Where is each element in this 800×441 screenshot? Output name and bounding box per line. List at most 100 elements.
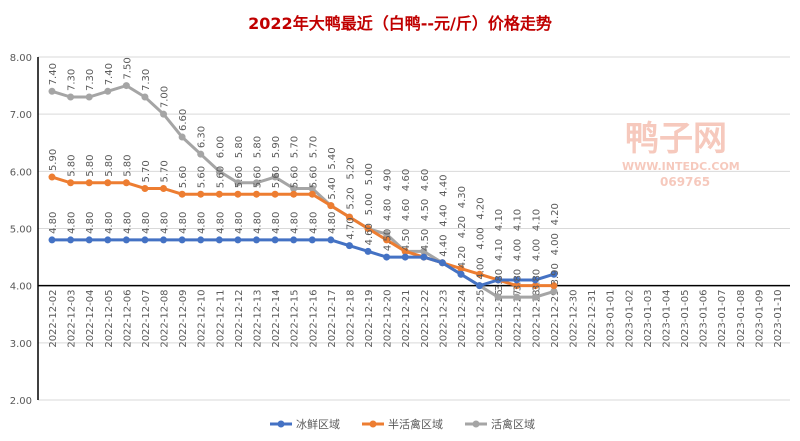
data-point <box>141 184 149 192</box>
data-label: 4.80 <box>383 199 394 221</box>
data-label: 7.30 <box>85 69 96 91</box>
data-point <box>178 190 186 198</box>
data-point <box>271 190 279 198</box>
data-label: 4.20 <box>550 203 561 225</box>
x-tick-label: 2022-12-27 <box>513 290 524 348</box>
data-label: 5.80 <box>122 155 133 177</box>
x-tick-label: 2022-12-19 <box>364 290 375 348</box>
data-point <box>401 247 409 255</box>
legend-marker <box>369 420 377 428</box>
x-tick-label: 2022-12-25 <box>476 290 487 348</box>
data-point <box>215 190 223 198</box>
x-tick-label: 2022-12-24 <box>457 290 468 348</box>
x-tick-label: 2022-12-13 <box>252 290 263 348</box>
data-point <box>234 236 242 244</box>
legend-label: 活禽区域 <box>491 417 535 431</box>
data-label: 4.80 <box>85 212 96 234</box>
data-point <box>513 282 521 290</box>
data-point <box>67 236 75 244</box>
x-tick-label: 2022-12-14 <box>271 290 282 348</box>
data-label: 5.40 <box>327 177 338 199</box>
data-label: 5.70 <box>141 160 152 182</box>
data-label: 5.80 <box>252 136 263 158</box>
chart-title: 2022年大鸭最近（白鸭--元/斤）价格走势 <box>248 14 552 33</box>
y-tick-label: 5.00 <box>10 225 32 236</box>
series-line <box>51 175 554 288</box>
x-tick-label: 2023-01-05 <box>680 290 691 348</box>
legend-marker <box>472 420 480 428</box>
data-point <box>383 230 391 238</box>
watermark-logo: 鸭子网 <box>625 119 727 159</box>
y-tick-label: 8.00 <box>10 53 32 64</box>
data-point <box>550 282 558 290</box>
data-point <box>308 184 316 192</box>
x-tick-label: 2023-01-10 <box>773 290 784 348</box>
data-point <box>197 190 205 198</box>
data-label: 4.00 <box>476 257 487 279</box>
data-label: 4.00 <box>476 227 487 249</box>
data-point <box>252 179 260 187</box>
data-label: 7.00 <box>160 86 171 108</box>
data-point <box>178 133 186 141</box>
data-label: 5.60 <box>271 166 282 188</box>
watermark-phone: 069765 <box>660 175 710 189</box>
x-tick-label: 2023-01-03 <box>643 290 654 348</box>
data-label: 4.20 <box>457 216 468 238</box>
x-tick-label: 2022-12-23 <box>438 290 449 348</box>
x-tick-label: 2023-01-08 <box>736 290 747 348</box>
data-point <box>122 82 130 90</box>
data-point <box>178 236 186 244</box>
data-label: 4.80 <box>290 212 301 234</box>
data-point <box>345 242 353 250</box>
data-point <box>420 247 428 255</box>
data-label: 4.60 <box>401 169 412 191</box>
x-tick-label: 2023-01-02 <box>624 290 635 348</box>
x-tick-label: 2022-12-22 <box>420 290 431 348</box>
data-point <box>476 270 484 278</box>
data-label: 4.80 <box>327 212 338 234</box>
data-point <box>271 236 279 244</box>
data-label: 4.70 <box>345 217 356 239</box>
data-label: 4.80 <box>104 212 115 234</box>
data-label: 5.60 <box>252 166 263 188</box>
data-label: 4.10 <box>513 209 524 231</box>
x-tick-label: 2022-12-03 <box>67 290 78 348</box>
data-label: 4.50 <box>383 229 394 251</box>
data-label: 3.80 <box>513 269 524 291</box>
data-point <box>401 253 409 261</box>
y-tick-label: 6.00 <box>10 167 32 178</box>
data-label: 4.80 <box>160 212 171 234</box>
data-label: 5.70 <box>308 136 319 158</box>
data-point <box>197 236 205 244</box>
data-point <box>531 282 539 290</box>
data-label: 4.60 <box>420 169 431 191</box>
data-label: 5.00 <box>364 193 375 215</box>
data-point <box>290 184 298 192</box>
data-point <box>476 282 484 290</box>
data-point <box>308 190 316 198</box>
data-point <box>494 293 502 301</box>
data-label: 4.80 <box>215 212 226 234</box>
data-point <box>48 87 56 95</box>
data-label: 6.30 <box>197 126 208 148</box>
data-point <box>104 87 112 95</box>
data-label: 3.90 <box>550 263 561 285</box>
data-point <box>67 93 75 101</box>
data-point <box>215 236 223 244</box>
data-label: 5.20 <box>345 157 356 179</box>
data-label: 5.00 <box>364 163 375 185</box>
x-tick-label: 2022-12-18 <box>345 290 356 348</box>
data-point <box>383 236 391 244</box>
data-label: 4.90 <box>383 169 394 191</box>
y-tick-label: 7.00 <box>10 110 32 121</box>
data-point <box>438 259 446 267</box>
data-point <box>85 236 93 244</box>
data-point <box>383 253 391 261</box>
data-point <box>364 225 372 232</box>
data-point <box>531 276 539 284</box>
data-point <box>104 179 112 187</box>
data-label: 4.80 <box>197 212 208 234</box>
data-point <box>160 110 168 118</box>
data-label: 4.40 <box>438 205 449 227</box>
